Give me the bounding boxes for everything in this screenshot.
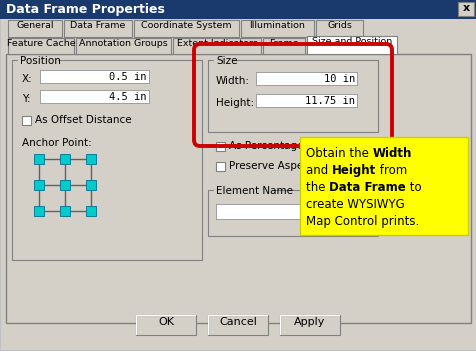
Bar <box>208 315 268 316</box>
Text: and: and <box>306 164 331 177</box>
Text: Illumination: Illumination <box>249 21 305 30</box>
Text: Data Frame Properties: Data Frame Properties <box>6 3 165 16</box>
Bar <box>256 94 357 108</box>
Text: As Offset Distance: As Offset Distance <box>35 115 131 125</box>
Bar <box>136 315 137 335</box>
Bar <box>279 315 339 335</box>
Bar <box>208 315 268 335</box>
Bar <box>315 20 362 37</box>
Bar <box>279 315 280 335</box>
Bar <box>214 60 234 62</box>
Bar <box>12 60 201 260</box>
Bar <box>457 2 473 16</box>
Bar <box>8 38 74 54</box>
Bar <box>60 154 70 164</box>
Text: 0.5 in: 0.5 in <box>109 72 147 82</box>
Bar <box>262 38 304 54</box>
Bar <box>173 38 260 54</box>
Bar <box>216 162 225 171</box>
Text: from: from <box>376 164 407 177</box>
Text: 11.75 in: 11.75 in <box>304 96 354 106</box>
Bar <box>256 72 357 86</box>
Text: General: General <box>16 21 54 30</box>
Text: Extent Indicators: Extent Indicators <box>176 39 257 48</box>
Bar <box>208 60 377 132</box>
Bar <box>34 206 44 216</box>
Text: Anchor Point:: Anchor Point: <box>22 138 91 148</box>
Bar <box>40 70 149 84</box>
Bar <box>216 142 225 151</box>
Bar <box>240 20 313 37</box>
Bar <box>60 180 70 190</box>
Text: Height: Height <box>331 164 376 177</box>
Bar <box>76 38 170 54</box>
Text: x: x <box>461 3 468 13</box>
Text: 4.5 in: 4.5 in <box>109 92 147 102</box>
Text: the: the <box>306 181 328 194</box>
Bar <box>257 73 356 85</box>
Text: Data Frame: Data Frame <box>328 181 405 194</box>
Text: Y:: Y: <box>22 94 30 104</box>
Bar <box>307 36 396 54</box>
Text: to: to <box>405 181 421 194</box>
Text: Frame: Frame <box>268 39 298 48</box>
Bar <box>134 20 238 37</box>
Text: Annotation Groups: Annotation Groups <box>79 39 168 48</box>
Bar <box>279 315 339 316</box>
Text: Layers|: Layers| <box>323 207 366 217</box>
Bar <box>216 204 369 220</box>
Bar <box>41 91 149 103</box>
Bar <box>34 154 44 164</box>
Text: Map Control prints.: Map Control prints. <box>306 215 418 228</box>
Text: Size: Size <box>216 56 237 66</box>
Text: create WYSIWYG: create WYSIWYG <box>306 198 404 211</box>
Text: X:: X: <box>22 74 33 84</box>
Text: Apply: Apply <box>294 317 325 327</box>
Text: 10 in: 10 in <box>323 74 354 84</box>
Text: Data Frame: Data Frame <box>70 21 125 30</box>
Bar <box>64 20 132 37</box>
Text: As Percentage: As Percentage <box>228 141 303 151</box>
Text: Cancel: Cancel <box>218 317 257 327</box>
Bar <box>214 190 273 192</box>
Text: OK: OK <box>158 317 174 327</box>
Bar <box>22 116 31 125</box>
Text: Feature Cache: Feature Cache <box>7 39 75 48</box>
Bar <box>40 90 149 104</box>
Text: Coordinate System: Coordinate System <box>141 21 231 30</box>
Text: Grids: Grids <box>327 21 351 30</box>
Bar <box>34 180 44 190</box>
Text: Size and Position: Size and Position <box>311 37 391 46</box>
Text: Obtain the: Obtain the <box>306 147 372 160</box>
Text: Width: Width <box>372 147 411 160</box>
Text: Height:: Height: <box>216 98 254 108</box>
Bar <box>86 154 96 164</box>
Bar <box>299 137 467 235</box>
Text: Element Name: Element Name <box>216 186 292 196</box>
Text: Preserve Aspect Ratio: Preserve Aspect Ratio <box>228 161 342 171</box>
Bar <box>60 206 70 216</box>
Bar <box>18 60 58 62</box>
Bar <box>6 54 470 323</box>
Text: Position: Position <box>20 56 61 66</box>
Bar <box>86 206 96 216</box>
Bar <box>217 205 368 219</box>
Bar <box>257 95 356 107</box>
Bar <box>208 190 377 236</box>
Bar <box>0 0 476 19</box>
Text: Width:: Width: <box>216 76 249 86</box>
Bar <box>136 315 196 316</box>
Bar <box>136 315 196 335</box>
Bar <box>8 20 62 37</box>
Bar <box>41 71 149 83</box>
Bar <box>86 180 96 190</box>
